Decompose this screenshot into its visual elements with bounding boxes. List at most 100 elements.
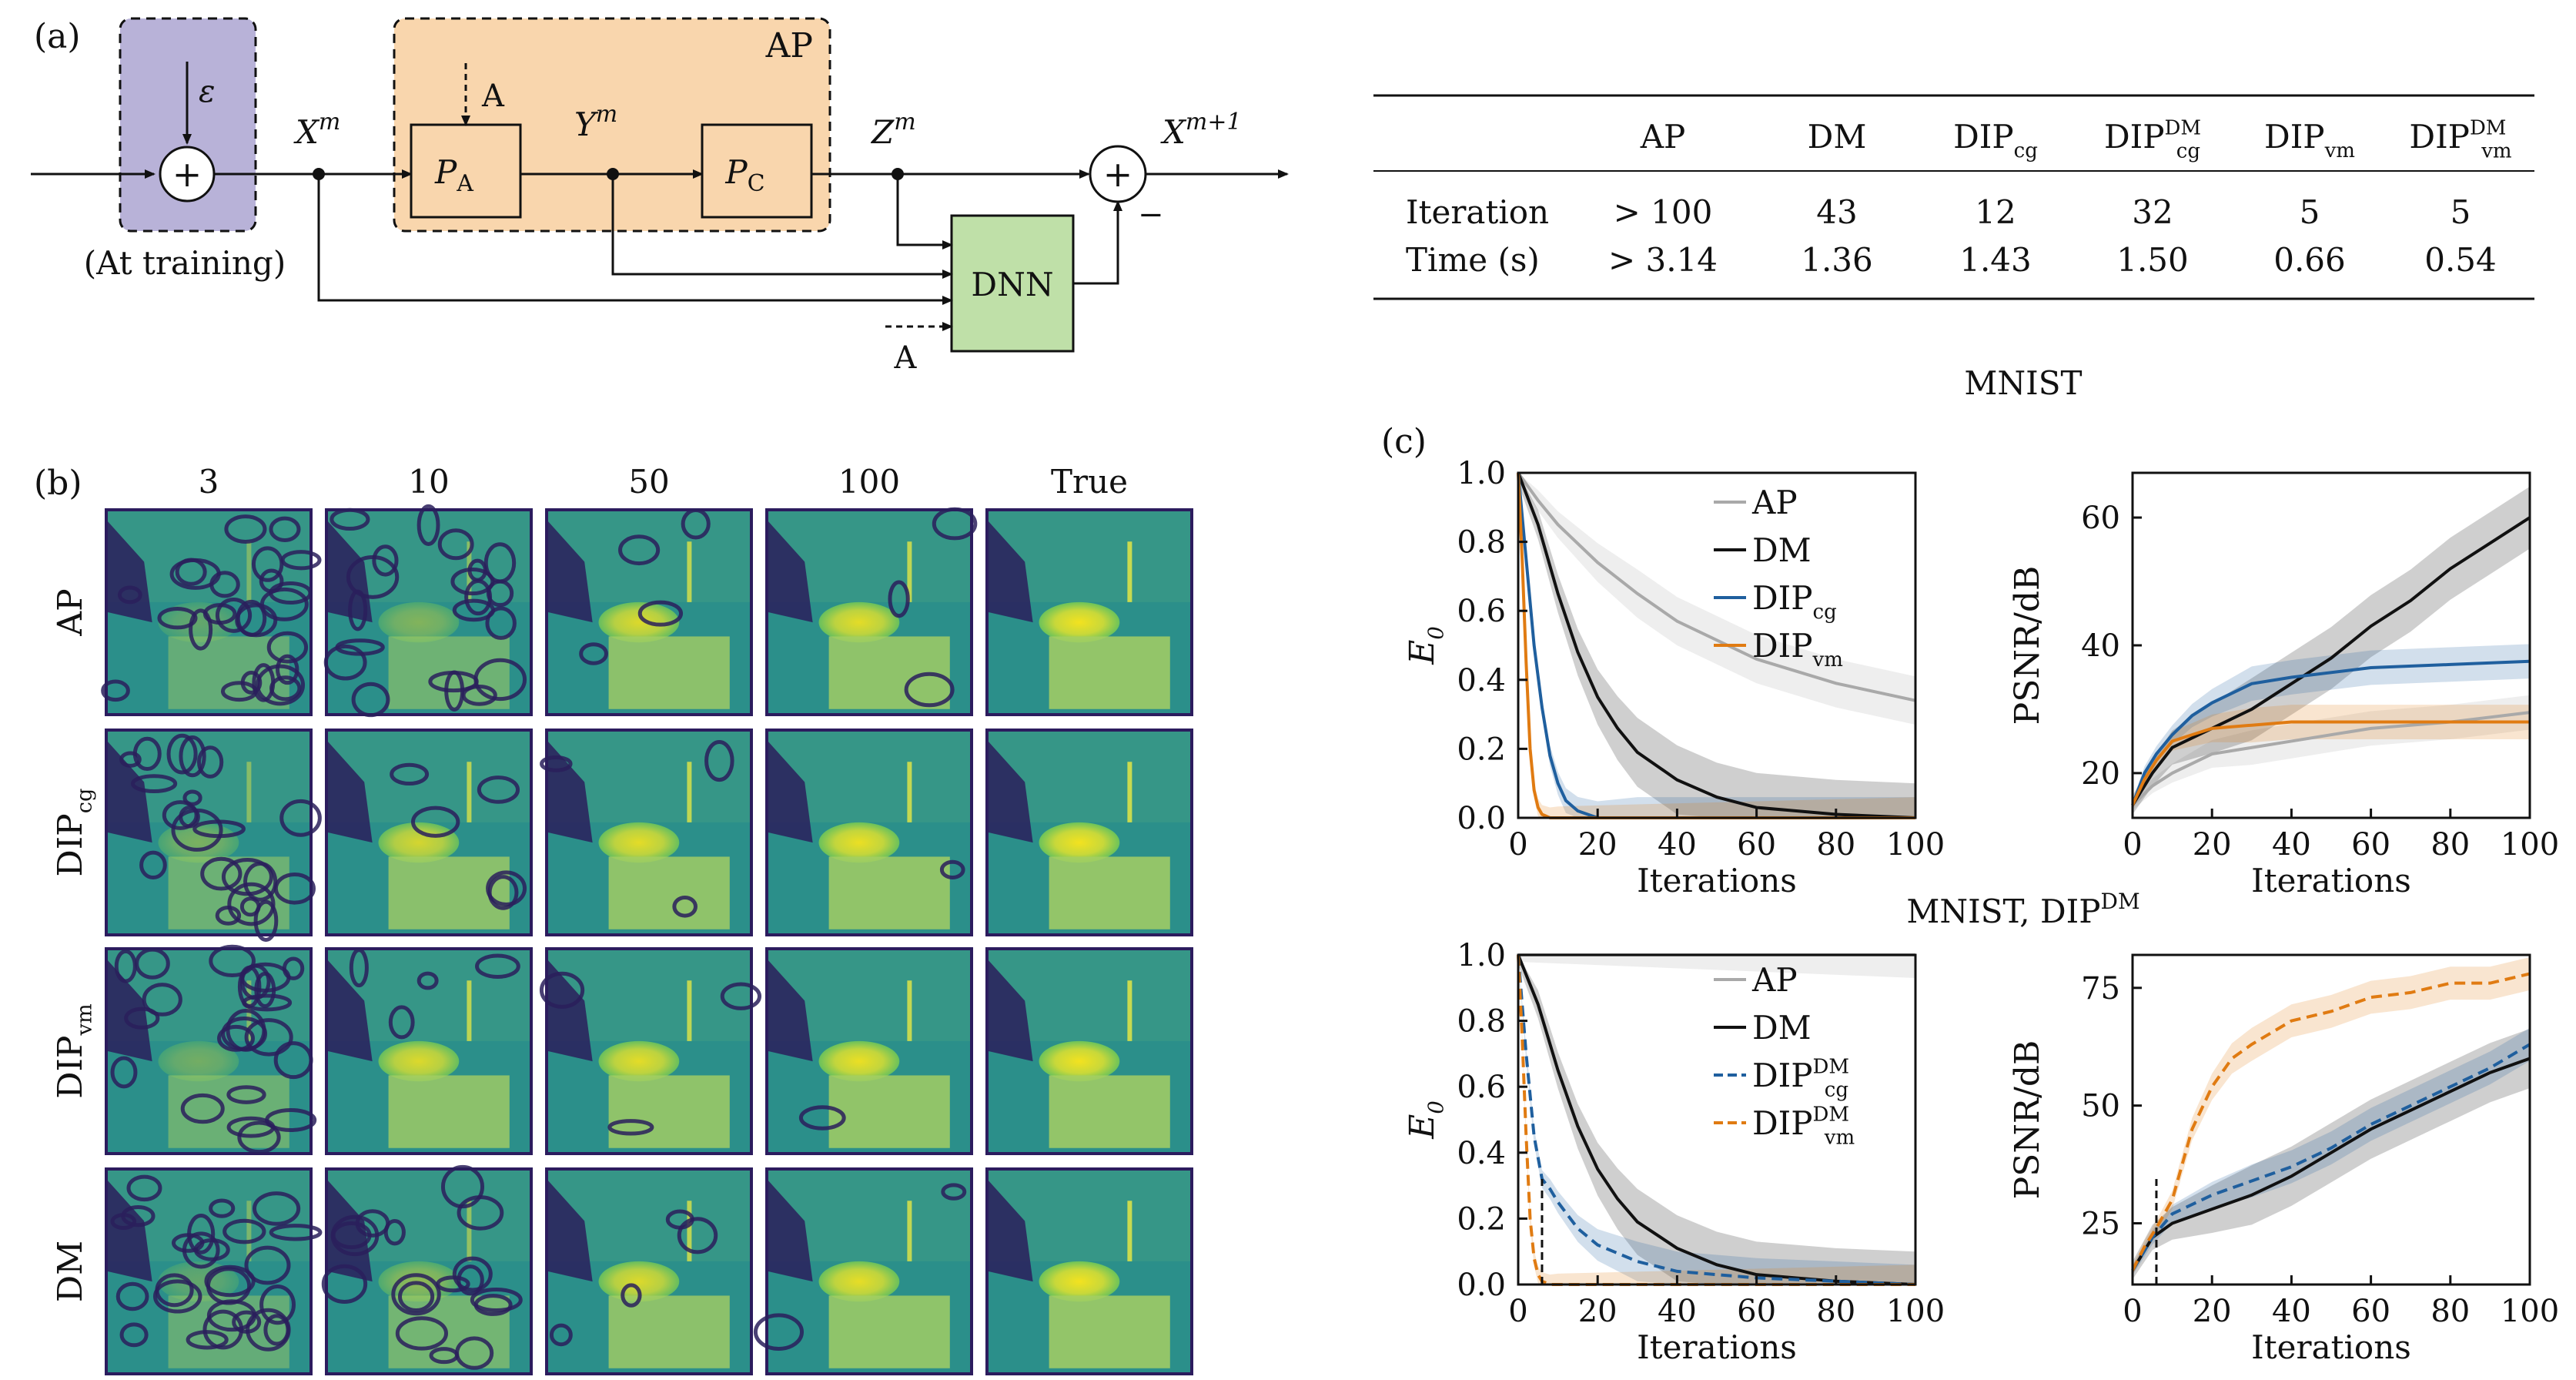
a-top-label: A (481, 79, 505, 114)
y-axis-label: E0 (1403, 1100, 1448, 1139)
image-noise (720, 982, 762, 1010)
image-shadow (328, 960, 373, 1062)
a-bottom-label: A (894, 340, 918, 376)
image-noise (226, 1009, 266, 1052)
x-tick-label: 0 (1508, 1294, 1527, 1329)
y-tick-label: 50 (2081, 1089, 2120, 1124)
image-noise (437, 528, 474, 561)
image-shadow (989, 960, 1033, 1062)
reconstruction-image (325, 729, 533, 936)
reconstruction-image (985, 947, 1193, 1155)
xnext-label: Xm+1 (1160, 109, 1242, 151)
image-dog-head (378, 601, 460, 643)
series-line-DIPcg (2131, 659, 2531, 806)
table-cell: 0.54 (2424, 241, 2497, 279)
image-noise (273, 1041, 313, 1080)
image-noise (206, 1299, 257, 1332)
ym-to-dnn (611, 174, 953, 279)
image-noise (486, 579, 514, 608)
image-noise (209, 1198, 236, 1218)
xm-label: Xm (293, 109, 340, 151)
image-noise (330, 507, 370, 531)
image-dog-head (1039, 1040, 1120, 1082)
image-shadow (328, 1181, 373, 1282)
image-noise (487, 875, 519, 910)
y-axis-label: E0 (1403, 626, 1448, 665)
image-noise (126, 1174, 162, 1202)
image-noise (179, 735, 206, 778)
image-noise (672, 895, 698, 918)
image-noise (259, 587, 309, 621)
zm-label: Zm (870, 109, 916, 151)
series-line-DM (2131, 1057, 2531, 1271)
image-noise (704, 739, 734, 782)
reconstruction-image (765, 947, 973, 1155)
table-header: DIPDM vm (2409, 116, 2511, 162)
image-dog-body (168, 1295, 289, 1368)
x-tick-label: 0 (2123, 1294, 2142, 1329)
image-noise (263, 1314, 290, 1346)
image-noise (621, 1283, 642, 1308)
image-noise (209, 571, 240, 598)
x-tick-label: 60 (2351, 827, 2390, 862)
image-noise (279, 799, 322, 837)
image-noise (390, 762, 430, 786)
table-header: DIPcg (1953, 118, 2038, 162)
table-cell: 5 (2300, 193, 2320, 231)
image-shadow (328, 742, 373, 843)
image-noise (139, 850, 167, 880)
reconstruction-image (765, 507, 978, 716)
image-noise (681, 508, 711, 540)
table-header: AP (1640, 118, 1686, 156)
image-noise (265, 1107, 317, 1132)
image-noise (351, 682, 390, 718)
table-cell: > 100 (1614, 193, 1713, 231)
x-tick-label: 100 (2501, 827, 2559, 862)
image-dog-head (1039, 1261, 1120, 1302)
table-cell: 5 (2451, 193, 2471, 231)
table-cell: 32 (2132, 193, 2173, 231)
series-band (1518, 955, 1915, 978)
x-tick-label: 60 (2351, 1294, 2390, 1329)
image-noise (455, 1336, 494, 1370)
image-dog-head (818, 822, 900, 863)
x-tick-label: 60 (1737, 1294, 1776, 1329)
x-tick-label: 0 (1508, 827, 1527, 862)
image-dog-body (828, 1075, 950, 1148)
image-noise (269, 1224, 323, 1241)
image-noise (618, 534, 661, 566)
series-line-DIPvmDM (2131, 972, 2531, 1271)
image-dog-head (818, 601, 900, 643)
image-noise (171, 808, 223, 852)
image-noise (461, 685, 497, 706)
image-noise (171, 1233, 205, 1253)
image-dog-head (378, 1040, 460, 1082)
chart-axes: 0 20 40 60 80 100 Iterations 0.0 0.2 0.4 0.6 0.8 1.0… (1403, 456, 1945, 899)
image-noise (280, 550, 322, 571)
image-noise (939, 859, 965, 879)
image-noise (410, 806, 460, 838)
image-dog-head (158, 822, 239, 863)
image-noise (457, 1264, 484, 1296)
training-note: (At training) (84, 244, 286, 282)
image-noise (372, 544, 399, 577)
column-header: 10 (408, 463, 449, 501)
image-noise (798, 1105, 846, 1130)
image-dog-body (168, 1075, 289, 1148)
reconstruction-image (323, 504, 533, 718)
eps-label: ε (199, 74, 215, 109)
image-noise (349, 948, 369, 988)
reconstruction-image (321, 1164, 533, 1375)
image-dog-body (1049, 636, 1170, 709)
image-noise (110, 1056, 138, 1089)
y-tick-label: 0.4 (1457, 1136, 1506, 1171)
image-dog-body (608, 856, 730, 929)
series-band (2133, 705, 2530, 811)
image-noise (142, 983, 182, 1017)
reconstruction-image (985, 1167, 1193, 1375)
image-shadow (768, 521, 813, 623)
x-tick-label: 40 (2272, 827, 2311, 862)
dnn-block (950, 214, 1075, 353)
image-noise (209, 944, 256, 978)
panel-c-label: (c) (1381, 422, 1427, 461)
